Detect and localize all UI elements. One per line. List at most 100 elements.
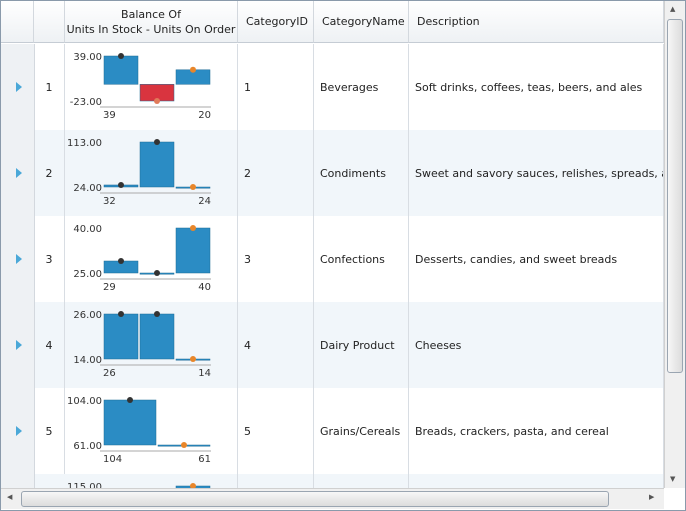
row-number: 1 xyxy=(34,44,65,130)
horizontal-scrollbar[interactable]: ◀ ▶ xyxy=(1,488,664,509)
mini-chart: 115.00 xyxy=(67,482,211,488)
x-label: 39 xyxy=(103,110,116,121)
scroll-left[interactable]: ◀ xyxy=(7,493,13,501)
y-tick-label: 115.00 xyxy=(67,482,102,488)
chart-cell xyxy=(65,302,238,388)
bar-marker xyxy=(118,258,124,264)
x-label: 14 xyxy=(198,368,211,379)
row-number: 4 xyxy=(34,302,65,388)
x-label: 40 xyxy=(198,282,211,293)
y-tick-label: 104.00 xyxy=(67,396,102,407)
header-indicator xyxy=(1,1,34,43)
chart-cell xyxy=(65,388,238,474)
y-tick-label: 14.00 xyxy=(73,355,102,366)
bar-marker xyxy=(127,397,133,403)
header-text: Units In Stock - Units On Order xyxy=(66,22,236,36)
scroll-up[interactable]: ▲ xyxy=(670,5,676,13)
description: Sweet and savory sauces, relishes, sprea… xyxy=(409,130,664,216)
grid-row: 3 3 Confections Desserts, candies, and swee… xyxy=(1,216,664,302)
chart-cell xyxy=(65,44,238,130)
row-expander[interactable] xyxy=(16,426,22,436)
bar-marker xyxy=(190,225,196,231)
row-number: 5 xyxy=(34,388,65,474)
description: Breads, crackers, pasta, and cereal xyxy=(409,388,664,474)
bar-marker xyxy=(154,139,160,145)
category-name xyxy=(314,474,409,488)
grid-row: 115.00 xyxy=(1,474,664,488)
row-number: 3 xyxy=(34,216,65,302)
category-id: 1 xyxy=(238,44,314,130)
bar-marker xyxy=(190,483,196,488)
vertical-scrollbar[interactable]: ▲ ▼ xyxy=(664,1,685,488)
grid-row: 4 4 Dairy Product Cheeses 26.00 14.00 26 14 xyxy=(1,302,664,388)
header-category-id[interactable]: CategoryID xyxy=(238,1,314,43)
bar-marker xyxy=(118,53,124,59)
bar xyxy=(139,313,175,360)
y-tick-label: 26.00 xyxy=(73,310,102,321)
chart-cell xyxy=(65,130,238,216)
scroll-thumb[interactable] xyxy=(21,491,609,507)
category-id: 3 xyxy=(238,216,314,302)
header-row-number xyxy=(34,1,65,43)
description xyxy=(409,474,664,488)
bar-marker xyxy=(190,184,196,190)
header-category-name[interactable]: CategoryName xyxy=(314,1,409,43)
y-tick-label: 39.00 xyxy=(73,52,102,63)
bar xyxy=(103,55,139,85)
x-label: 26 xyxy=(103,368,116,379)
y-tick-label: -23.00 xyxy=(70,97,102,108)
row-indicator xyxy=(1,474,35,488)
x-label: 104 xyxy=(103,454,122,465)
bar-marker xyxy=(118,311,124,317)
bar-marker xyxy=(154,311,160,317)
grid-row: 2 2 Condiments Sweet and savory sauces, rel… xyxy=(1,130,664,216)
row-expander[interactable] xyxy=(16,340,22,350)
row-number: 2 xyxy=(34,130,65,216)
category-name: Beverages xyxy=(314,44,409,130)
description: Cheeses xyxy=(409,302,664,388)
bar xyxy=(103,313,139,360)
category-name: Confections xyxy=(314,216,409,302)
bar-marker xyxy=(118,181,124,188)
chart-cell xyxy=(65,474,238,488)
category-name: Dairy Product xyxy=(314,302,409,388)
row-expander[interactable] xyxy=(16,82,22,92)
scroll-down[interactable]: ▼ xyxy=(670,475,676,483)
description: Desserts, candies, and sweet breads xyxy=(409,216,664,302)
bar-marker xyxy=(181,442,187,448)
row-expander[interactable] xyxy=(16,168,22,178)
bar-marker xyxy=(190,66,196,73)
bar xyxy=(139,141,175,188)
category-name: Condiments xyxy=(314,130,409,216)
category-id: 5 xyxy=(238,388,314,474)
chart-cell xyxy=(65,216,238,302)
y-tick-label: 61.00 xyxy=(73,441,102,452)
x-label: 32 xyxy=(103,196,116,207)
category-id xyxy=(238,474,314,488)
category-name: Grains/Cereals xyxy=(314,388,409,474)
scroll-thumb[interactable] xyxy=(667,19,683,373)
bar xyxy=(175,227,211,274)
bar-marker xyxy=(154,270,160,276)
x-label: 29 xyxy=(103,282,116,293)
header-text: Balance Of xyxy=(121,7,181,21)
grid-body: 1 1 Beverages Soft drinks, coffees, teas, b… xyxy=(1,44,664,488)
y-tick-label: 24.00 xyxy=(73,183,102,194)
x-label: 61 xyxy=(198,454,211,465)
row-expander[interactable] xyxy=(16,254,22,264)
bar xyxy=(103,399,157,446)
y-tick-label: 40.00 xyxy=(73,224,102,235)
header-description[interactable]: Description xyxy=(409,1,664,43)
bar-marker xyxy=(154,98,160,104)
y-tick-label: 113.00 xyxy=(67,138,102,149)
header-balance[interactable]: Balance Of Units In Stock - Units On Ord… xyxy=(65,1,238,43)
category-id: 4 xyxy=(238,302,314,388)
scroll-right[interactable]: ▶ xyxy=(649,493,655,501)
grid-row: 5 5 Grains/Cereals Breads, crackers, pasta,… xyxy=(1,388,664,474)
description: Soft drinks, coffees, teas, beers, and a… xyxy=(409,44,664,130)
grid-row: 1 1 Beverages Soft drinks, coffees, teas, b… xyxy=(1,44,664,130)
